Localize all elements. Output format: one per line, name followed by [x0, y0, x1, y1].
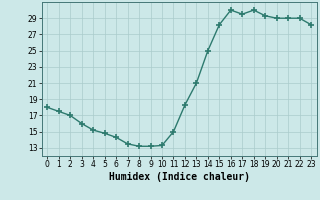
X-axis label: Humidex (Indice chaleur): Humidex (Indice chaleur): [109, 172, 250, 182]
